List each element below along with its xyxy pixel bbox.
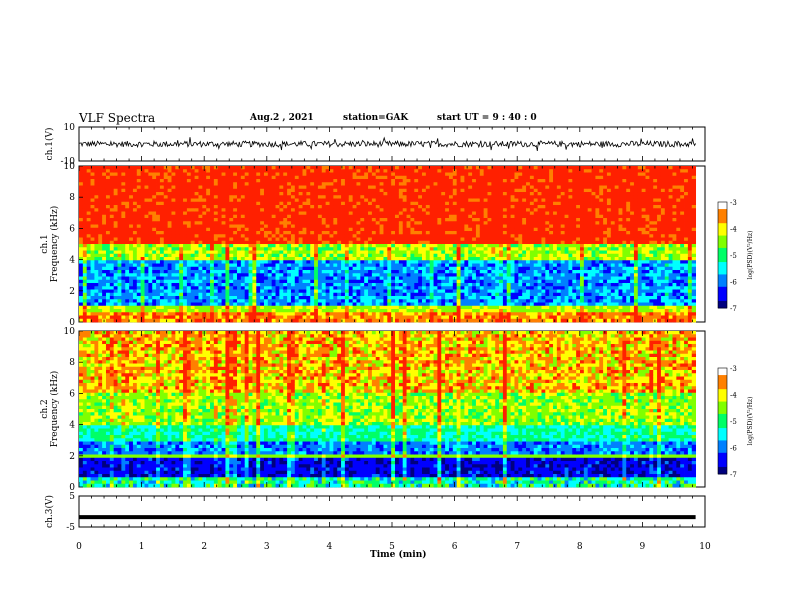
y-tick-label: 4 [69, 256, 75, 266]
x-tick-label: 10 [699, 542, 711, 552]
x-tick-label: 6 [452, 542, 458, 552]
colorbar-tick-label: -5 [730, 252, 737, 260]
y-tick-label: -10 [61, 157, 76, 167]
y-tick-label: 2 [69, 452, 75, 462]
station-label: station=GAK [343, 113, 409, 123]
colorbar-tick-label: -5 [730, 418, 737, 426]
y-axis-label: ch.2 [40, 399, 50, 418]
y-tick-label: 8 [69, 193, 75, 203]
colorbar-tick-label: -6 [730, 445, 737, 453]
y-axis-label: Frequency (kHz) [49, 206, 60, 283]
x-axis-label: Time (min) [370, 549, 427, 560]
x-tick-label: 5 [389, 542, 395, 552]
y-tick-label: 5 [69, 492, 75, 502]
figure-title: VLF Spectra [79, 111, 156, 125]
colorbar-tick-label: -6 [730, 279, 737, 287]
colorbar-tick-label: -3 [730, 365, 737, 373]
x-tick-label: 9 [640, 542, 646, 552]
ch1-spectrogram-panel [78, 165, 706, 323]
x-tick-label: 1 [139, 542, 145, 552]
colorbar-tick-label: -7 [730, 305, 737, 313]
ch1-waveform-panel [78, 126, 706, 162]
y-axis-label: Frequency (kHz) [49, 371, 60, 448]
colorbar-tick-label: -4 [730, 392, 737, 400]
colorbar-label: log(PSD)(V²/Hz) [747, 231, 754, 280]
y-tick-label: 10 [64, 123, 76, 133]
x-tick-label: 0 [76, 542, 82, 552]
y-axis-label: ch.3(V) [44, 495, 55, 528]
x-tick-label: 2 [201, 542, 207, 552]
colorbar-tick-label: -3 [730, 199, 737, 207]
y-tick-label: -5 [66, 523, 75, 533]
y-tick-label: 6 [69, 389, 75, 399]
y-tick-label: 8 [69, 358, 75, 368]
date-label: Aug.2 , 2021 [250, 113, 314, 123]
y-tick-label: 10 [64, 162, 76, 172]
ch2-spectrogram-panel [78, 330, 706, 488]
y-tick-label: 0 [69, 483, 75, 493]
y-tick-label: 0 [69, 318, 75, 328]
x-tick-label: 4 [327, 542, 333, 552]
colorbar-label: log(PSD)(V²/Hz) [747, 397, 754, 446]
y-tick-label: 2 [69, 287, 75, 297]
colorbar-tick-label: -7 [730, 471, 737, 479]
x-tick-label: 3 [264, 542, 270, 552]
y-axis-label: ch.1 [40, 234, 50, 253]
y-axis-label: ch.1(V) [44, 128, 55, 161]
start-time-label: start UT = 9 : 40 : 0 [437, 113, 537, 123]
colorbar-tick-label: -4 [730, 226, 737, 234]
x-tick-label: 8 [577, 542, 583, 552]
y-tick-label: 6 [69, 224, 75, 234]
y-tick-label: 10 [64, 327, 76, 337]
y-tick-label: 4 [69, 421, 75, 431]
ch1-trace [78, 136, 696, 151]
x-tick-label: 7 [514, 542, 520, 552]
